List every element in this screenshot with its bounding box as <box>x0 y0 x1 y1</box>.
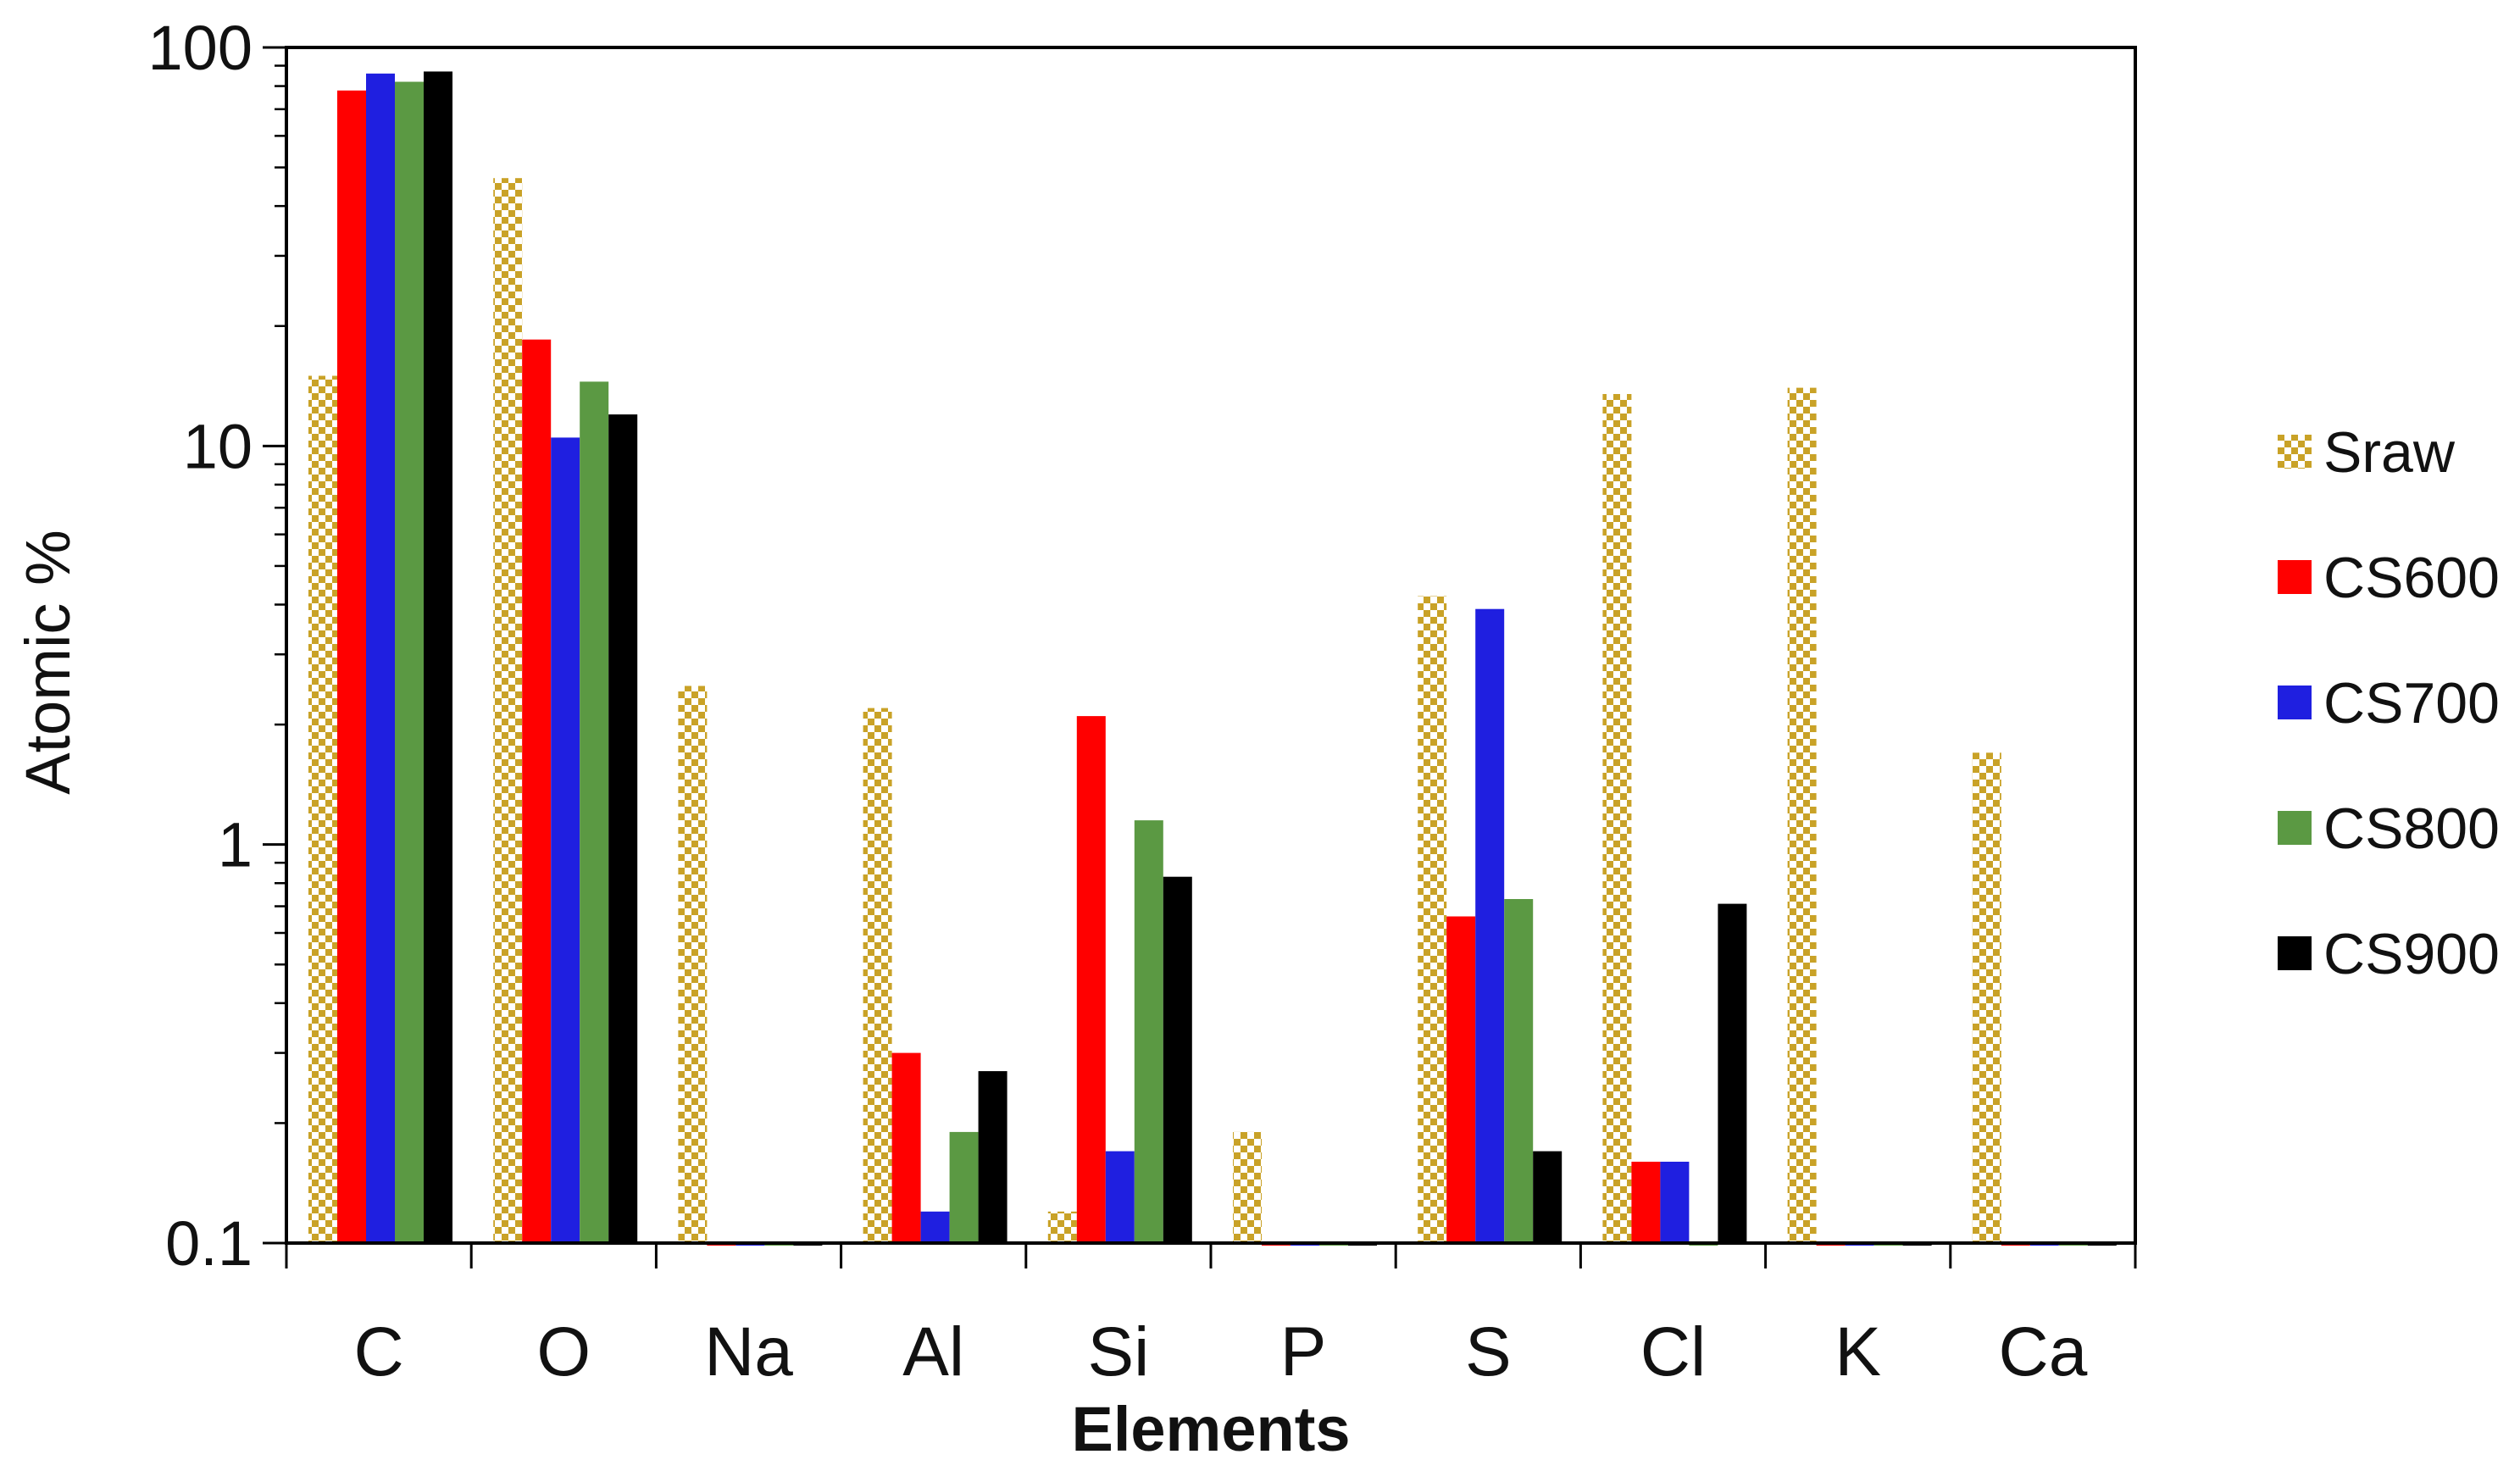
y-tick-label: 100 <box>148 13 253 83</box>
legend-label-sraw: Sraw <box>2323 420 2456 485</box>
bar-sraw-cl <box>1602 394 1632 1243</box>
y-tick-label: 10 <box>183 411 253 481</box>
x-tick-label-s: S <box>1465 1313 1512 1391</box>
bar-cs700-s <box>1475 608 1505 1243</box>
bar-cs600-o <box>522 339 552 1244</box>
bar-sraw-c <box>308 375 337 1243</box>
legend-label-cs800: CS800 <box>2323 797 2500 861</box>
legend: Sraw CS600 CS700 CS800 CS900 <box>2278 420 2500 986</box>
axes: 0.1 1 10 100 C O Na Al Si P S Cl K Ca <box>148 13 2137 1391</box>
bar-cs900-s <box>1533 1151 1563 1243</box>
bar-cs800-al <box>949 1131 979 1243</box>
legend-swatch-cs600 <box>2278 560 2312 594</box>
bar-sraw-s <box>1418 596 1447 1243</box>
bar-cs700-o <box>551 437 580 1243</box>
legend-swatch-sraw <box>2278 435 2312 469</box>
bar-cs800-c <box>395 81 424 1243</box>
bar-cs700-cl <box>1660 1162 1690 1243</box>
x-tick-label-al: Al <box>902 1313 964 1391</box>
bar-cs800-si <box>1134 820 1163 1243</box>
bar-cs800-o <box>580 381 609 1243</box>
bar-cs600-cl <box>1631 1162 1661 1243</box>
legend-swatch-cs900 <box>2278 936 2312 970</box>
bar-sraw-al <box>863 708 892 1243</box>
legend-label-cs900: CS900 <box>2323 922 2500 986</box>
y-tick-label: 1 <box>218 810 253 880</box>
bar-cs700-si <box>1105 1151 1135 1243</box>
x-tick-label-c: C <box>353 1313 403 1391</box>
bar-cs600-s <box>1446 916 1476 1243</box>
bar-cs600-al <box>891 1052 921 1243</box>
y-tick-label: 0.1 <box>165 1208 253 1279</box>
bars-layer <box>308 71 2117 1246</box>
bar-cs900-o <box>608 414 638 1244</box>
y-axis-title: Atomic % <box>13 530 83 795</box>
bar-sraw-o <box>493 178 523 1244</box>
bar-cs900-si <box>1163 876 1192 1243</box>
legend-swatch-cs800 <box>2278 811 2312 845</box>
bar-sraw-ca <box>1972 752 2001 1243</box>
bar-sraw-k <box>1787 387 1817 1244</box>
x-tick-label-p: P <box>1280 1313 1327 1391</box>
bar-cs700-al <box>920 1211 950 1243</box>
bar-cs600-c <box>337 90 366 1243</box>
bar-cs800-s <box>1504 899 1534 1243</box>
x-tick-label-si: Si <box>1087 1313 1149 1391</box>
x-tick-label-k: K <box>1834 1313 1881 1391</box>
bar-sraw-p <box>1233 1131 1262 1243</box>
bar-cs900-cl <box>1718 903 1747 1243</box>
x-axis-title: Elements <box>1071 1394 1350 1464</box>
bar-sraw-si <box>1047 1211 1077 1243</box>
bar-cs600-si <box>1076 716 1106 1243</box>
x-tick-label-ca: Ca <box>1998 1313 2087 1391</box>
bar-cs700-c <box>366 73 395 1243</box>
bar-cs900-al <box>978 1071 1007 1243</box>
bar-sraw-na <box>678 686 708 1243</box>
bar-cs900-c <box>424 71 452 1243</box>
x-tick-label-cl: Cl <box>1640 1313 1706 1391</box>
legend-label-cs600: CS600 <box>2323 546 2500 610</box>
x-tick-label-na: Na <box>704 1313 793 1391</box>
legend-label-cs700: CS700 <box>2323 671 2500 736</box>
legend-swatch-cs700 <box>2278 686 2312 719</box>
x-tick-label-o: O <box>536 1313 591 1391</box>
